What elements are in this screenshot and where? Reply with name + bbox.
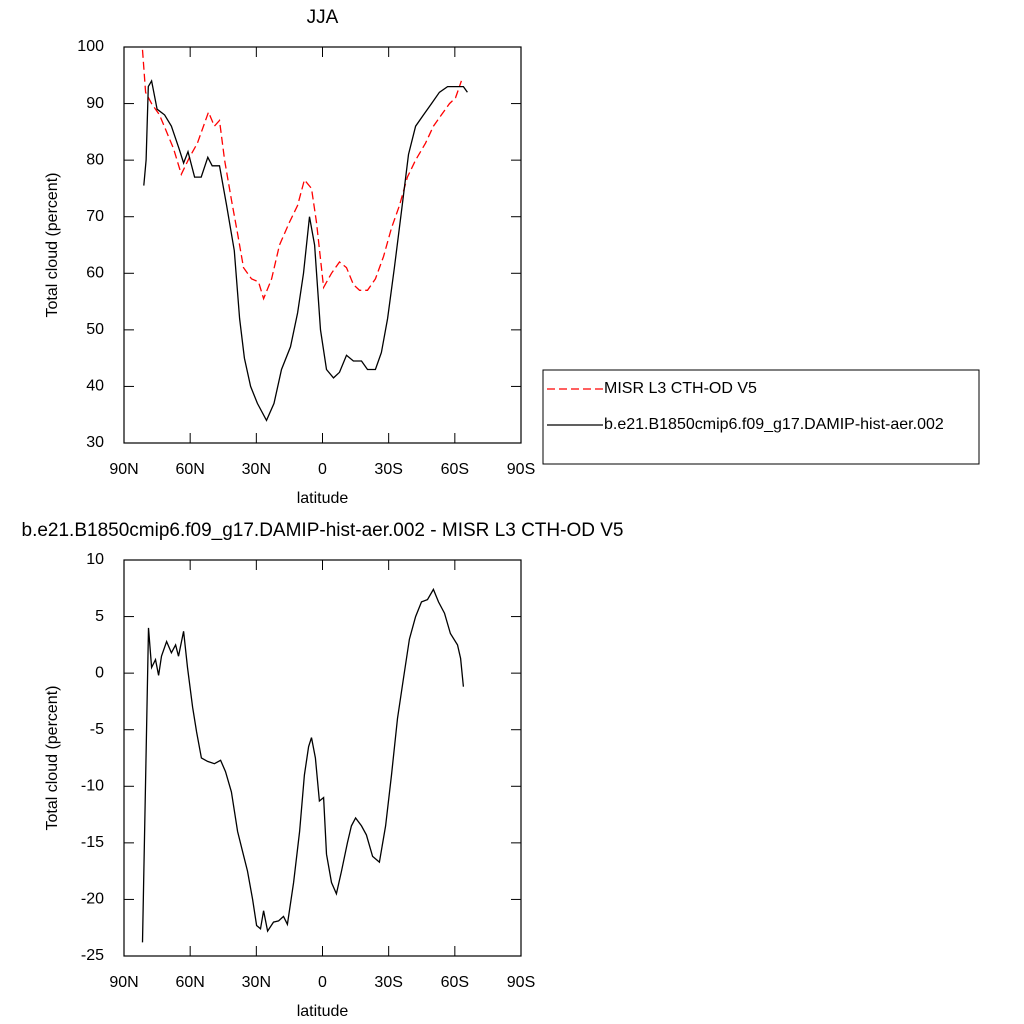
y-tick-label: -20 [81, 891, 104, 908]
x-tick-label: 60S [441, 461, 469, 478]
legend-box [542, 369, 980, 465]
data-line [143, 79, 468, 422]
y-tick-label: 80 [86, 151, 104, 168]
x-tick-label: 30S [374, 461, 402, 478]
y-tick-label: 60 [86, 265, 104, 282]
x-axis-label: latitude [297, 490, 349, 507]
x-tick-label: 0 [318, 461, 327, 478]
x-tick-label: 90S [507, 974, 535, 991]
y-tick-label: 10 [86, 551, 104, 568]
x-tick-label: 90N [109, 974, 138, 991]
y-tick-label: -5 [90, 721, 104, 738]
legend-label: b.e21.B1850cmip6.f09_g17.DAMIP-hist-aer.… [604, 416, 944, 433]
y-tick-label: 30 [86, 434, 104, 451]
x-tick-label: 60N [175, 461, 204, 478]
y-tick-label: -15 [81, 834, 104, 851]
plot-frame [123, 46, 522, 444]
chart-title: b.e21.B1850cmip6.f09_g17.DAMIP-hist-aer.… [22, 520, 624, 541]
x-tick-label: 90N [109, 461, 138, 478]
y-tick-label: 40 [86, 378, 104, 395]
x-tick-label: 0 [318, 974, 327, 991]
x-tick-label: 30N [242, 461, 271, 478]
y-tick-label: 5 [95, 608, 104, 625]
y-tick-label: 0 [95, 664, 104, 681]
x-tick-label: 30S [374, 974, 402, 991]
data-line [141, 587, 465, 943]
x-axis-label: latitude [297, 1003, 349, 1020]
x-tick-label: 90S [507, 461, 535, 478]
x-tick-label: 60N [175, 974, 204, 991]
y-axis-label: Total cloud (percent) [44, 686, 61, 831]
data-line [141, 49, 463, 301]
legend-label: MISR L3 CTH-OD V5 [604, 380, 757, 397]
y-axis-label: Total cloud (percent) [44, 173, 61, 318]
x-tick-label: 30N [242, 974, 271, 991]
x-tick-label: 60S [441, 974, 469, 991]
y-tick-label: 100 [77, 38, 104, 55]
y-tick-label: -25 [81, 947, 104, 964]
chart-title: JJA [307, 7, 339, 28]
y-tick-label: -10 [81, 778, 104, 795]
plot-frame [123, 559, 522, 957]
y-tick-label: 50 [86, 321, 104, 338]
y-tick-label: 70 [86, 208, 104, 225]
y-tick-label: 90 [86, 95, 104, 112]
